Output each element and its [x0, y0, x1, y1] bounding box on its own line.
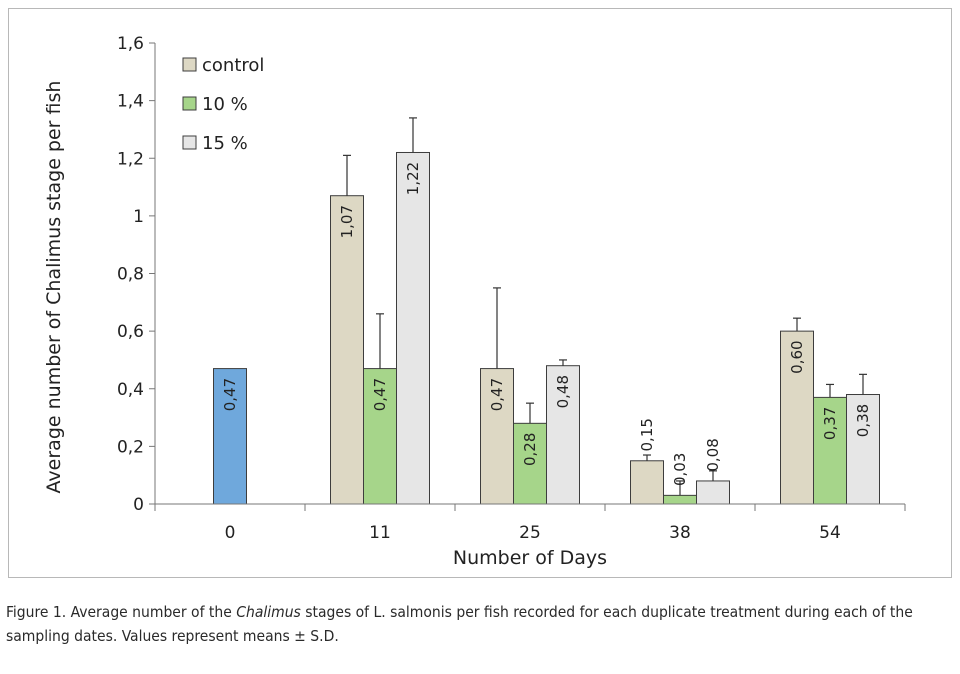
data-label: 0,28	[521, 433, 539, 466]
data-label: 0,47	[371, 378, 389, 411]
data-label: 0,03	[671, 453, 689, 486]
legend-label: control	[202, 55, 264, 76]
y-tick-label: 1,2	[117, 149, 144, 169]
y-tick-label: 1,4	[117, 92, 144, 112]
data-label: 0,37	[821, 407, 839, 440]
data-label: 1,22	[404, 162, 422, 195]
bar	[213, 368, 247, 505]
data-label: 0,08	[704, 438, 722, 471]
bar	[513, 422, 547, 505]
caption-prefix: Figure 1. Average number of the	[6, 603, 237, 621]
data-label: 0,48	[554, 375, 572, 408]
y-tick-label: 1	[133, 207, 144, 227]
legend-swatch	[182, 135, 197, 150]
x-tick-label: 25	[519, 523, 541, 543]
bar	[630, 460, 664, 505]
y-tick-label: 0,6	[117, 322, 144, 342]
axes: 0 11 25 38 54	[154, 43, 906, 543]
figure-caption: Figure 1. Average number of the Chalimus…	[6, 600, 956, 648]
bar	[546, 365, 580, 505]
legend-swatch	[182, 96, 197, 111]
caption-italic: Chalimus	[236, 603, 301, 621]
legend-label: 15 %	[202, 133, 248, 154]
bar	[330, 195, 364, 505]
bar	[696, 480, 730, 505]
data-label: 0,60	[788, 340, 806, 373]
bar	[396, 151, 430, 505]
x-tick-label: 0	[225, 523, 236, 543]
data-label: 0,15	[638, 418, 656, 451]
y-tick-label: 0	[133, 495, 144, 515]
x-axis-label: Number of Days	[453, 547, 607, 569]
y-tick-label: 1,6	[117, 34, 144, 54]
bar	[846, 394, 880, 505]
data-label: 0,38	[854, 404, 872, 437]
x-tick-label: 54	[819, 523, 841, 543]
bars: 0,47 1,07 0,47 0,15 0,60 0,47 0,28 0,03 0,37 1,22…	[213, 117, 880, 505]
data-label: 1,07	[338, 205, 356, 238]
y-axis-ticks: 0 0,2 0,4 0,6 0,8 1 1,2 1,4 1,6	[117, 34, 155, 515]
y-tick-label: 0,2	[117, 437, 144, 457]
y-tick-label: 0,8	[117, 265, 144, 285]
legend-swatch	[182, 57, 197, 72]
legend-label: 10 %	[202, 94, 248, 115]
bar-chart: 0 0,2 0,4 0,6 0,8 1 1,2 1,4 1,6 0,47 1,07 0,47 0,15…	[43, 34, 906, 569]
y-tick-label: 0,4	[117, 380, 144, 400]
legend: control 10 % 15 %	[182, 55, 264, 154]
data-label: 0,47	[221, 378, 239, 411]
y-axis-label: Average number of Chalimus stage per fis…	[43, 81, 65, 494]
x-tick-label: 38	[669, 523, 691, 543]
caption-suffix: stages of L. salmonis per fish recorded …	[6, 603, 913, 645]
bar	[663, 494, 697, 505]
x-tick-label: 11	[369, 523, 391, 543]
data-label: 0,47	[488, 378, 506, 411]
chart-frame	[8, 8, 952, 578]
